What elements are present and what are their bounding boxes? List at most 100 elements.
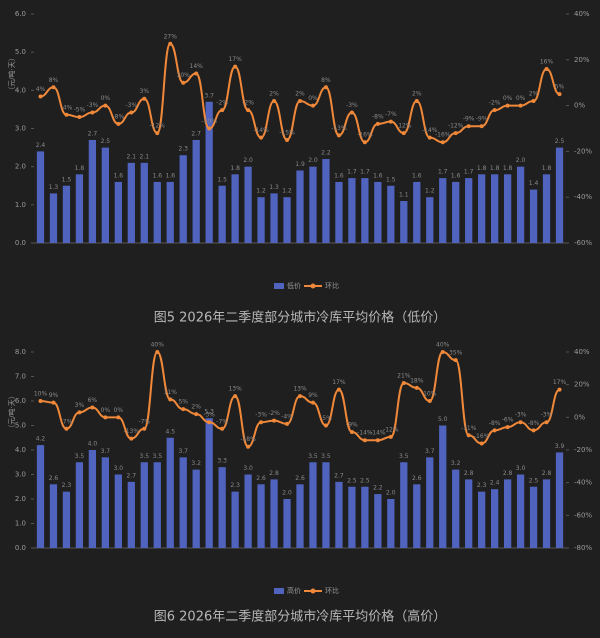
line-point: [310, 400, 315, 405]
bar-value-label: 2.7: [334, 472, 344, 479]
line-value-label: -3%: [203, 412, 215, 419]
bar-value-label: 3.5: [75, 453, 85, 460]
line-point: [103, 103, 108, 108]
line-point: [116, 121, 121, 126]
bar: [452, 469, 460, 548]
y2-tick-label: 40%: [574, 348, 590, 356]
line-point: [181, 407, 186, 412]
bar: [400, 462, 408, 548]
line-value-label: -8%: [112, 113, 124, 120]
y-tick-label: 2.0: [15, 495, 26, 503]
line-value-label: 0%: [101, 95, 111, 102]
line-value-label: -14%: [370, 430, 386, 437]
bar: [101, 457, 109, 548]
chart: 0.0 1.0 2.0 3.0 4.0 5.0 6.0 -60% -40% -20% 0% 20% 40…: [7, 10, 592, 326]
bar: [361, 178, 369, 243]
y2-tick-label: -60%: [574, 511, 592, 519]
line-point: [38, 399, 43, 403]
bar-value-label: 3.7: [204, 92, 214, 99]
bar: [75, 462, 84, 548]
bar-value-label: 1.6: [412, 172, 422, 179]
line-value-label: -12%: [383, 426, 399, 433]
bar-value-label: 1.5: [217, 176, 227, 183]
line-point: [544, 420, 549, 425]
bar-value-label: 3.7: [101, 448, 111, 455]
line-value-label: 10%: [423, 391, 437, 398]
bar: [452, 181, 460, 243]
bar: [478, 174, 486, 243]
line-value-label: 0%: [308, 95, 318, 102]
bar-value-label: 1.6: [451, 172, 461, 179]
line-value-label: -11%: [461, 425, 477, 432]
bar-value-label: 2.5: [529, 477, 539, 484]
bar: [270, 193, 278, 243]
line-point: [492, 108, 497, 113]
line-point: [323, 423, 328, 428]
bar: [426, 197, 434, 243]
line-point: [479, 441, 484, 446]
line-point: [103, 415, 108, 420]
y-tick-label: 6.0: [15, 397, 26, 405]
line-point: [375, 438, 380, 443]
bar-value-label: 1.8: [542, 165, 552, 172]
bar-value-label: 1.6: [373, 172, 383, 179]
line-point: [194, 71, 199, 76]
line-value-label: 6%: [88, 397, 98, 404]
bar-value-label: 3.0: [114, 465, 124, 472]
bar-value-label: 5.3: [204, 409, 214, 416]
line-value-label: -8%: [489, 420, 501, 427]
bar: [542, 174, 551, 243]
bar-value-label: 3.2: [451, 460, 461, 467]
line-point: [518, 420, 523, 425]
bar: [516, 474, 525, 548]
line-value-label: 14%: [190, 63, 204, 70]
line-value-label: -3%: [515, 412, 527, 419]
bar: [62, 185, 71, 243]
line-value-label: 0%: [503, 95, 513, 102]
bar: [439, 178, 447, 243]
y2-tick-label: -80%: [574, 544, 592, 552]
bar: [49, 484, 58, 548]
line-point: [207, 126, 212, 131]
line-value-label: -9%: [346, 422, 358, 429]
line-point: [259, 135, 264, 140]
bar-value-label: 2.6: [295, 475, 305, 482]
y-tick-label: 7.0: [15, 373, 26, 381]
y2-tick-label: 0%: [574, 102, 585, 110]
y2-tick-label: -40%: [574, 193, 592, 201]
line-point: [298, 99, 302, 104]
line-value-label: 21%: [397, 373, 411, 380]
bar: [49, 193, 58, 243]
legend-label: 环比: [325, 281, 339, 290]
line-value-label: -4%: [281, 413, 293, 420]
line-value-label: -16%: [435, 132, 451, 139]
bar-value-label: 4.2: [36, 436, 46, 443]
line-point: [518, 103, 523, 108]
line-point: [246, 444, 251, 449]
bar: [179, 457, 187, 548]
bar: [309, 462, 317, 548]
legend-swatch: [310, 283, 316, 289]
bar-value-label: 1.6: [334, 172, 344, 179]
bar-value-label: 1.7: [347, 169, 357, 176]
line-value-label: 5%: [555, 84, 565, 91]
line-value-label: -2%: [489, 100, 501, 107]
line-value-label: 13%: [228, 386, 242, 393]
line-point: [77, 115, 82, 120]
bar-value-label: 1.7: [360, 169, 370, 176]
line-point: [544, 66, 549, 71]
bar-value-label: 2.1: [140, 153, 150, 160]
bar-value-label: 2.5: [347, 477, 357, 484]
bar: [205, 101, 213, 244]
legend-label: 高价: [287, 586, 301, 595]
line-point: [310, 103, 315, 108]
line-point: [220, 426, 225, 431]
legend-label: 低价: [287, 281, 301, 290]
line-value-label: -3%: [255, 412, 267, 419]
y-tick-label: 8.0: [15, 348, 26, 356]
line-point: [181, 80, 186, 85]
line-value-label: 10%: [34, 391, 48, 398]
line-value-label: -18%: [240, 436, 256, 443]
line-value-label: 13%: [293, 386, 307, 393]
bar-value-label: 4.5: [165, 428, 175, 435]
